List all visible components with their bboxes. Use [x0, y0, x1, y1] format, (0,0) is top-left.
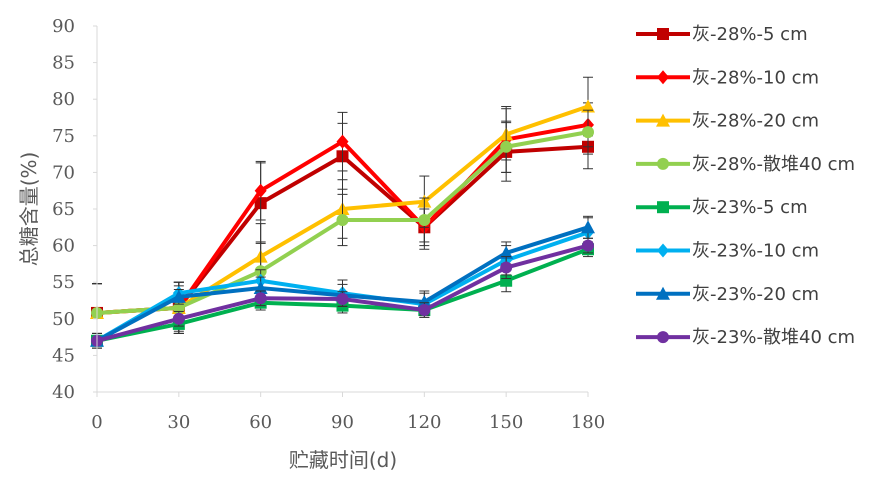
y-tick-label: 60 — [52, 236, 75, 257]
legend-label: 灰-23%-5 cm — [692, 197, 808, 218]
x-tick-label: 180 — [571, 412, 605, 433]
legend-swatch-marker — [657, 243, 669, 258]
y-tick-label: 45 — [52, 345, 75, 366]
data-point — [500, 274, 513, 287]
data-point — [172, 312, 185, 325]
data-point — [172, 301, 185, 314]
legend-swatch-marker — [657, 28, 669, 40]
data-point — [581, 99, 595, 113]
legend: 灰-28%-5 cm 灰-28%-10 cm 灰-28%-20 cm 灰-28%-散堆… — [636, 24, 855, 348]
series-4 — [91, 109, 594, 343]
legend-item: 灰-23%-5 cm — [636, 197, 808, 218]
data-point — [500, 140, 513, 153]
y-tick-labels: 40 45 50 55 60 65 70 75 80 85 90 — [52, 16, 97, 403]
legend-label: 灰-28%-散堆40 cm — [692, 154, 855, 175]
data-point — [336, 293, 349, 306]
legend-item: 灰-28%-10 cm — [636, 67, 819, 88]
legend-item: 灰-28%-散堆40 cm — [636, 154, 855, 175]
legend-swatch-marker — [657, 331, 669, 344]
y-tick-label: 40 — [52, 382, 75, 403]
plot-area — [90, 76, 595, 349]
y-tick-label: 50 — [52, 309, 75, 330]
y-tick-label: 70 — [52, 162, 75, 183]
data-point — [254, 292, 267, 305]
data-point — [500, 261, 513, 274]
legend-item: 灰-23%-20 cm — [636, 284, 819, 305]
legend-item: 灰-23%-10 cm — [636, 241, 819, 262]
data-point — [581, 220, 595, 234]
data-point — [254, 183, 267, 198]
data-point — [418, 213, 431, 226]
x-tick-label: 60 — [249, 412, 272, 433]
x-tick-label: 120 — [407, 412, 441, 433]
x-tick-labels: 0 30 60 90 120 150 180 — [91, 392, 605, 433]
legend-label: 灰-28%-20 cm — [692, 111, 819, 132]
y-tick-label: 75 — [52, 126, 75, 147]
legend-swatch-marker — [657, 157, 669, 170]
x-axis-title: 贮藏时间(d) — [289, 448, 397, 472]
legend-item: 灰-23%-散堆40 cm — [636, 327, 855, 348]
legend-item: 灰-28%-20 cm — [636, 111, 819, 132]
data-point — [171, 289, 186, 303]
legend-item: 灰-28%-5 cm — [636, 24, 808, 45]
data-point — [499, 245, 514, 259]
legend-label: 灰-23%-散堆40 cm — [692, 327, 855, 348]
data-point — [417, 294, 432, 308]
legend-label: 灰-23%-10 cm — [692, 241, 819, 262]
legend-swatch-marker — [657, 70, 669, 85]
legend-swatch-marker — [657, 201, 669, 214]
data-point — [582, 239, 594, 252]
y-tick-label: 65 — [52, 199, 75, 220]
data-point — [336, 213, 349, 226]
data-point — [418, 304, 431, 317]
y-tick-label: 80 — [52, 89, 75, 110]
y-tick-label: 55 — [52, 272, 75, 293]
legend-label: 灰-28%-10 cm — [692, 67, 819, 88]
legend-label: 灰-28%-5 cm — [692, 24, 808, 45]
y-tick-label: 90 — [52, 16, 75, 37]
legend-swatch-marker — [656, 113, 670, 127]
data-point — [336, 134, 349, 149]
y-tick-label: 85 — [52, 53, 75, 74]
data-point — [582, 126, 594, 139]
x-tick-label: 150 — [489, 412, 523, 433]
x-tick-label: 0 — [91, 412, 102, 433]
x-tick-label: 90 — [331, 412, 354, 433]
y-axis-title: 总糖含量(%) — [17, 152, 41, 267]
x-tick-label: 30 — [167, 412, 190, 433]
legend-swatch-marker — [656, 286, 670, 300]
legend-label: 灰-23%-20 cm — [692, 284, 819, 305]
